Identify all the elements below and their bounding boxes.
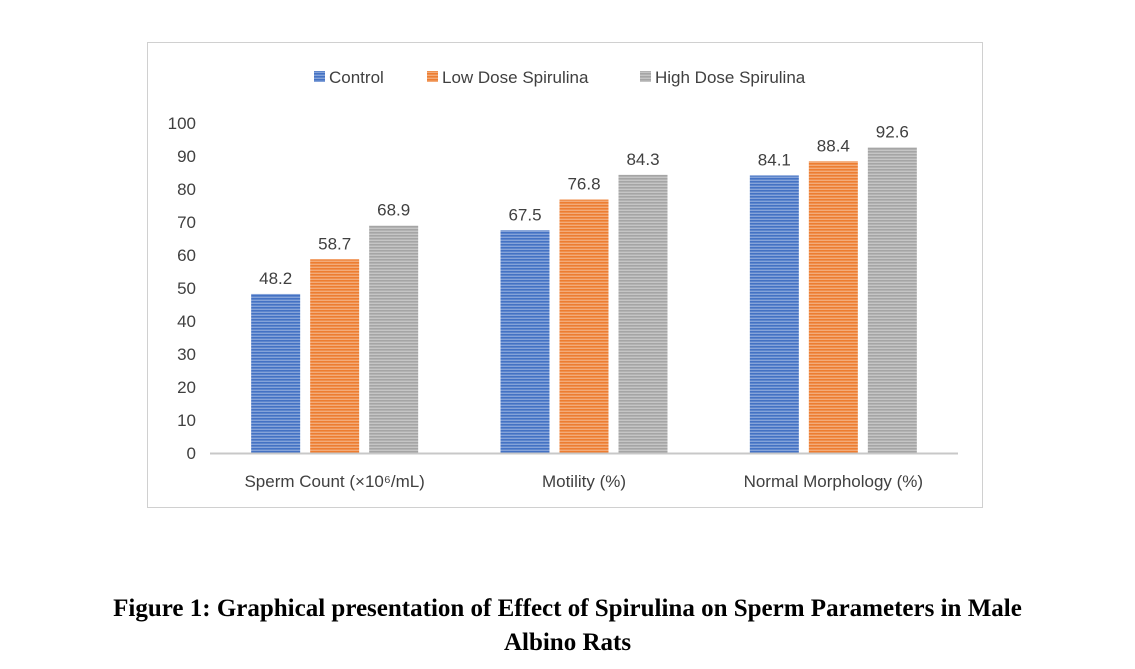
data-label: 48.2 xyxy=(259,269,292,288)
y-tick-label: 70 xyxy=(177,213,196,232)
chart-frame: Control Low Dose Spirulina High Dose Spiru… xyxy=(147,42,983,508)
data-label: 76.8 xyxy=(567,175,600,194)
category-label-normal-morphology: Normal Morphology (%) xyxy=(744,472,924,491)
legend-label-low-dose-spirulina: Low Dose Spirulina xyxy=(442,68,589,87)
y-tick-label: 20 xyxy=(177,378,196,397)
legend-swatch-low-dose-spirulina xyxy=(427,71,438,82)
x-axis: Sperm Count (×10⁶/mL) Motility (%) Normal … xyxy=(210,452,958,491)
y-axis: 0 10 20 30 40 50 60 70 80 90 100 xyxy=(168,114,196,463)
bar-high-dose-spirulina-motility xyxy=(618,174,668,453)
bar-control-motility xyxy=(500,230,550,453)
figure-caption: Figure 1: Graphical presentation of Effe… xyxy=(0,592,1135,660)
category-label-sperm-count-10-ml: Sperm Count (×10⁶/mL) xyxy=(244,472,424,491)
data-label: 58.7 xyxy=(318,234,351,253)
caption-line-1: Figure 1: Graphical presentation of Effe… xyxy=(113,595,1022,622)
y-tick-label: 0 xyxy=(187,444,196,463)
data-label: 84.3 xyxy=(626,150,659,169)
legend-label-high-dose-spirulina: High Dose Spirulina xyxy=(655,68,806,87)
data-label: 92.6 xyxy=(876,122,909,141)
legend-label-control: Control xyxy=(329,68,384,87)
y-tick-label: 40 xyxy=(177,312,196,331)
data-labels: 48.2 58.7 68.9 67.5 76.8 84.3 84.1 88.4 92.6 xyxy=(259,122,909,288)
y-tick-label: 60 xyxy=(177,246,196,265)
legend: Control Low Dose Spirulina High Dose Spiru… xyxy=(314,68,806,87)
legend-swatch-control xyxy=(314,71,325,82)
bar-control-sperm-count-10-ml xyxy=(251,293,301,453)
data-label: 88.4 xyxy=(817,136,850,155)
legend-swatch-high-dose-spirulina xyxy=(640,71,651,82)
bar-low-dose-spirulina-normal-morphology xyxy=(808,161,858,453)
y-tick-label: 10 xyxy=(177,411,196,430)
bar-control-normal-morphology xyxy=(749,175,799,453)
y-tick-label: 90 xyxy=(177,147,196,166)
bar-high-dose-spirulina-normal-morphology xyxy=(867,147,917,454)
y-tick-label: 50 xyxy=(177,279,196,298)
data-label: 68.9 xyxy=(377,201,410,220)
bar-chart: Control Low Dose Spirulina High Dose Spiru… xyxy=(168,68,958,491)
bar-high-dose-spirulina-sperm-count-10-ml xyxy=(369,225,419,453)
y-tick-label: 30 xyxy=(177,345,196,364)
y-tick-label: 100 xyxy=(168,114,196,133)
bars xyxy=(251,147,917,454)
y-tick-label: 80 xyxy=(177,180,196,199)
category-label-motility: Motility (%) xyxy=(542,472,626,491)
data-label: 84.1 xyxy=(758,150,791,169)
data-label: 67.5 xyxy=(508,205,541,224)
caption-line-2: Albino Rats xyxy=(503,629,632,656)
bar-low-dose-spirulina-motility xyxy=(559,199,609,453)
bar-low-dose-spirulina-sperm-count-10-ml xyxy=(310,259,360,453)
